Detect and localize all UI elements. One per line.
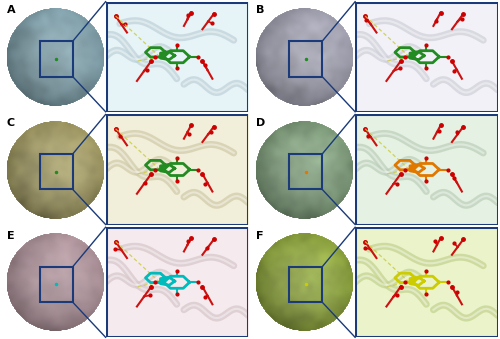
Text: F: F — [256, 231, 264, 241]
Text: D: D — [256, 118, 266, 128]
Text: E: E — [6, 231, 14, 241]
Text: A: A — [6, 5, 15, 15]
Text: B: B — [256, 5, 264, 15]
Text: C: C — [6, 118, 14, 128]
Bar — [40, 154, 72, 189]
Bar — [289, 267, 322, 302]
Bar — [40, 41, 72, 77]
Bar — [289, 154, 322, 189]
Bar — [289, 41, 322, 77]
Bar — [40, 267, 72, 302]
